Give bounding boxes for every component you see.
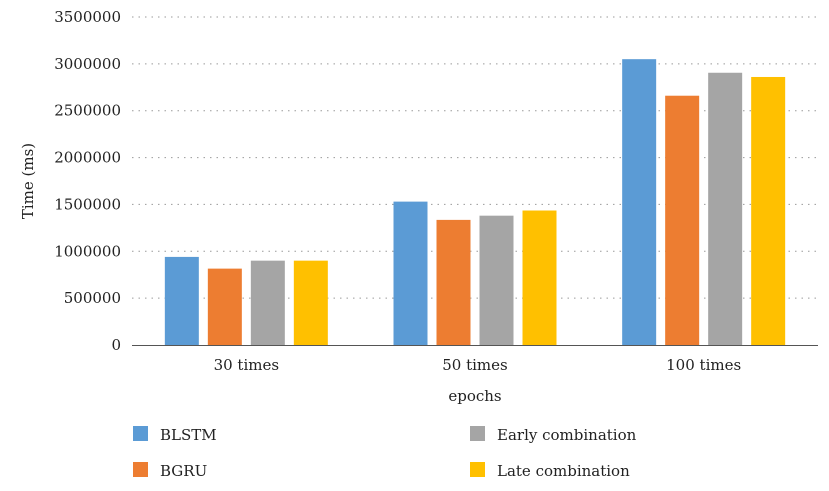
legend: BLSTM Early combination BGRU Late combinati… <box>133 426 637 480</box>
legend-swatch <box>133 462 148 477</box>
bar-early-combination <box>479 215 514 345</box>
legend-swatch <box>133 426 148 441</box>
y-axis-ticks: 0 500000 1000000 1500000 2000000 2500000 30000… <box>54 8 121 354</box>
legend-swatch <box>470 426 485 441</box>
bar-early-combination <box>708 72 743 345</box>
y-tick-label: 1500000 <box>54 195 121 213</box>
bar-late-combination <box>522 210 557 345</box>
legend-label: Early combination <box>497 426 637 444</box>
legend-item: Late combination <box>470 462 630 480</box>
y-tick-label: 3000000 <box>54 55 121 73</box>
bar-blstm <box>622 59 657 346</box>
bar-early-combination <box>250 260 285 345</box>
legend-label: Late combination <box>497 462 630 480</box>
x-tick-label: 50 times <box>442 356 507 374</box>
bar-bgru <box>436 219 471 345</box>
legend-swatch <box>470 462 485 477</box>
y-tick-label: 2500000 <box>54 102 121 120</box>
y-axis-title: Time (ms) <box>19 143 37 219</box>
x-axis-title: epochs <box>448 387 501 405</box>
legend-item: BLSTM <box>133 426 217 444</box>
bar-late-combination <box>293 260 328 345</box>
legend-label: BGRU <box>160 462 207 480</box>
bar-late-combination <box>751 76 786 345</box>
bar-bgru <box>665 95 700 345</box>
legend-label: BLSTM <box>160 426 217 444</box>
bar-blstm <box>164 256 199 345</box>
x-tick-label: 30 times <box>214 356 279 374</box>
y-tick-label: 3500000 <box>54 8 121 26</box>
y-tick-label: 500000 <box>64 289 121 307</box>
bar-bgru <box>207 268 242 345</box>
y-tick-label: 0 <box>111 336 121 354</box>
legend-item: BGRU <box>133 462 207 480</box>
legend-item: Early combination <box>470 426 637 444</box>
y-tick-label: 2000000 <box>54 149 121 167</box>
y-tick-label: 1000000 <box>54 242 121 260</box>
x-axis-ticks: 30 times 50 times 100 times <box>214 356 742 374</box>
x-tick-label: 100 times <box>666 356 741 374</box>
bars <box>164 59 786 346</box>
bar-blstm <box>393 201 428 345</box>
